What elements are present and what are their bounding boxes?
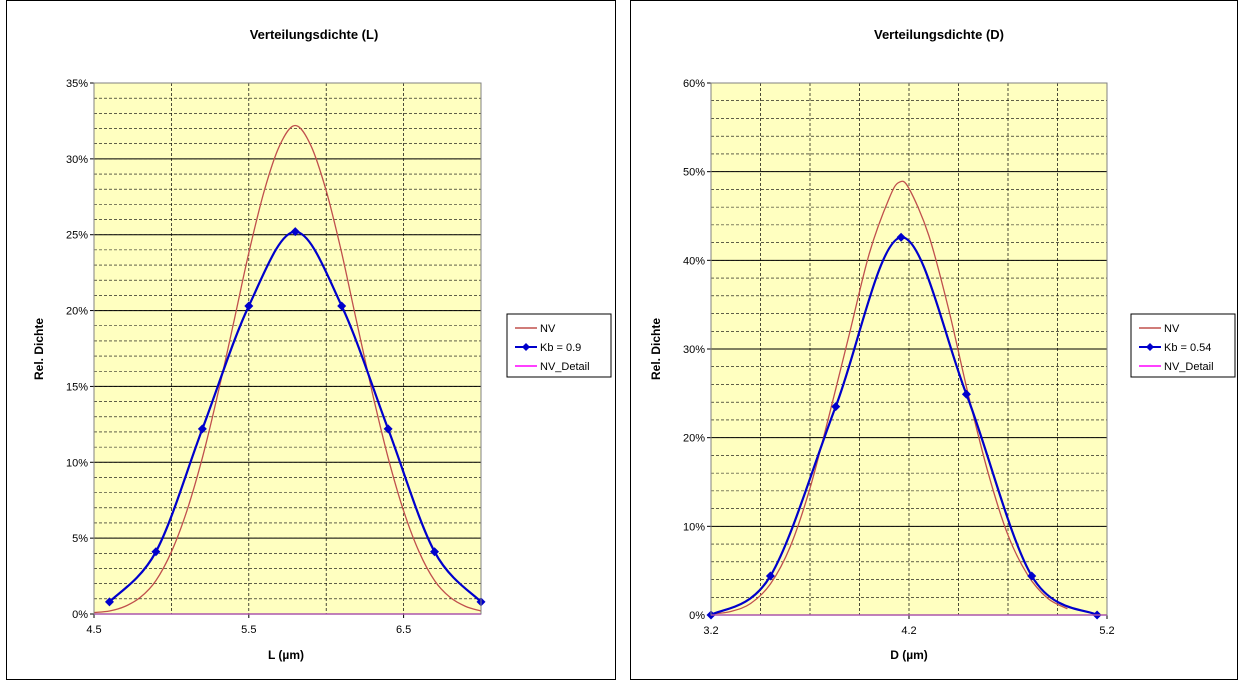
- y-axis-label: Rel. Dichte: [649, 318, 663, 380]
- series-0-line: [93, 124, 482, 614]
- legend-label-nv-detail: NV_Detail: [540, 361, 590, 373]
- series-1-point: [104, 597, 114, 607]
- legend-label-nv: NV: [1164, 323, 1180, 335]
- series-1-point: [1027, 571, 1037, 581]
- x-tick-label: 5.2: [1099, 625, 1114, 637]
- series-1-point: [765, 571, 775, 581]
- legend: NV Kb = 0.9 NV_Detail: [506, 313, 612, 378]
- y-axis-label: Rel. Dichte: [32, 318, 46, 380]
- y-tick-label: 20%: [66, 306, 88, 318]
- x-tick-label: 3.2: [703, 625, 718, 637]
- legend-label-nv-detail: NV_Detail: [1164, 361, 1214, 373]
- y-tick-label: 5%: [72, 533, 88, 545]
- legend-marker-kb: [1146, 343, 1154, 351]
- y-tick-label: 40%: [683, 255, 705, 267]
- y-tick-label: 0%: [72, 609, 88, 621]
- y-tick-label: 30%: [683, 344, 705, 356]
- chart-l-svg: Verteilungsdichte (L) 0% 5% 10% 15% 20% 25% 30…: [32, 27, 612, 662]
- series-1-point: [151, 547, 161, 557]
- y-tick-label: 10%: [66, 457, 88, 469]
- legend-label-nv: NV: [540, 323, 556, 335]
- y-tick-label: 20%: [683, 433, 705, 445]
- chart-verteilungsdichte-d: Verteilungsdichte (D) 0% 10% 20% 30% 40% 50% 6…: [630, 0, 1238, 680]
- grid-layer: [711, 82, 1107, 616]
- series-1-point: [290, 227, 300, 237]
- x-axis-label: D (µm): [890, 648, 928, 662]
- x-tick-label: 6.5: [396, 624, 411, 636]
- series-1-point: [337, 301, 347, 311]
- x-tick-layer: 3.2 4.2 5.2: [703, 615, 1115, 637]
- chart-verteilungsdichte-l: Verteilungsdichte (L) 0% 5% 10% 15% 20% 25% 30…: [6, 0, 616, 680]
- legend-label-kb: Kb = 0.54: [1164, 342, 1211, 354]
- y-tick-label: 25%: [66, 230, 88, 242]
- plot-area-border: [710, 82, 1108, 616]
- series-1-point: [244, 301, 254, 311]
- chart-title: Verteilungsdichte (L): [250, 27, 379, 42]
- series-1-point: [197, 424, 207, 434]
- plot-area: [94, 83, 481, 614]
- legend-label-kb: Kb = 0.9: [540, 342, 581, 354]
- x-tick-label: 4.2: [901, 625, 916, 637]
- y-tick-layer: 0% 10% 20% 30% 40% 50% 60%: [683, 78, 711, 622]
- y-tick-label: 50%: [683, 167, 705, 179]
- y-tick-label: 60%: [683, 78, 705, 90]
- legend-marker-kb: [522, 343, 530, 351]
- x-tick-label: 5.5: [241, 624, 256, 636]
- y-tick-label: 30%: [66, 154, 88, 166]
- x-tick-layer: 4.5 5.5 6.5: [86, 614, 411, 636]
- y-tick-label: 35%: [66, 78, 88, 90]
- series-1-point: [896, 232, 906, 242]
- grid-layer: [94, 82, 481, 615]
- x-tick-label: 4.5: [86, 624, 101, 636]
- plot-area-border: [93, 82, 482, 615]
- chart-d-svg: Verteilungsdichte (D) 0% 10% 20% 30% 40% 50% 6…: [649, 27, 1236, 662]
- series-0-line: [710, 180, 1068, 615]
- x-axis-label: L (µm): [268, 648, 304, 662]
- series-1-point: [383, 424, 393, 434]
- series-1-point: [831, 402, 841, 412]
- chart-title: Verteilungsdichte (D): [874, 27, 1004, 42]
- legend: NV Kb = 0.54 NV_Detail: [1130, 313, 1236, 378]
- y-tick-label: 10%: [683, 521, 705, 533]
- y-tick-label: 15%: [66, 381, 88, 393]
- y-tick-layer: 0% 5% 10% 15% 20% 25% 30% 35%: [66, 78, 94, 621]
- series-1-point: [430, 547, 440, 557]
- series-1-point: [961, 389, 971, 399]
- y-tick-label: 0%: [689, 610, 705, 622]
